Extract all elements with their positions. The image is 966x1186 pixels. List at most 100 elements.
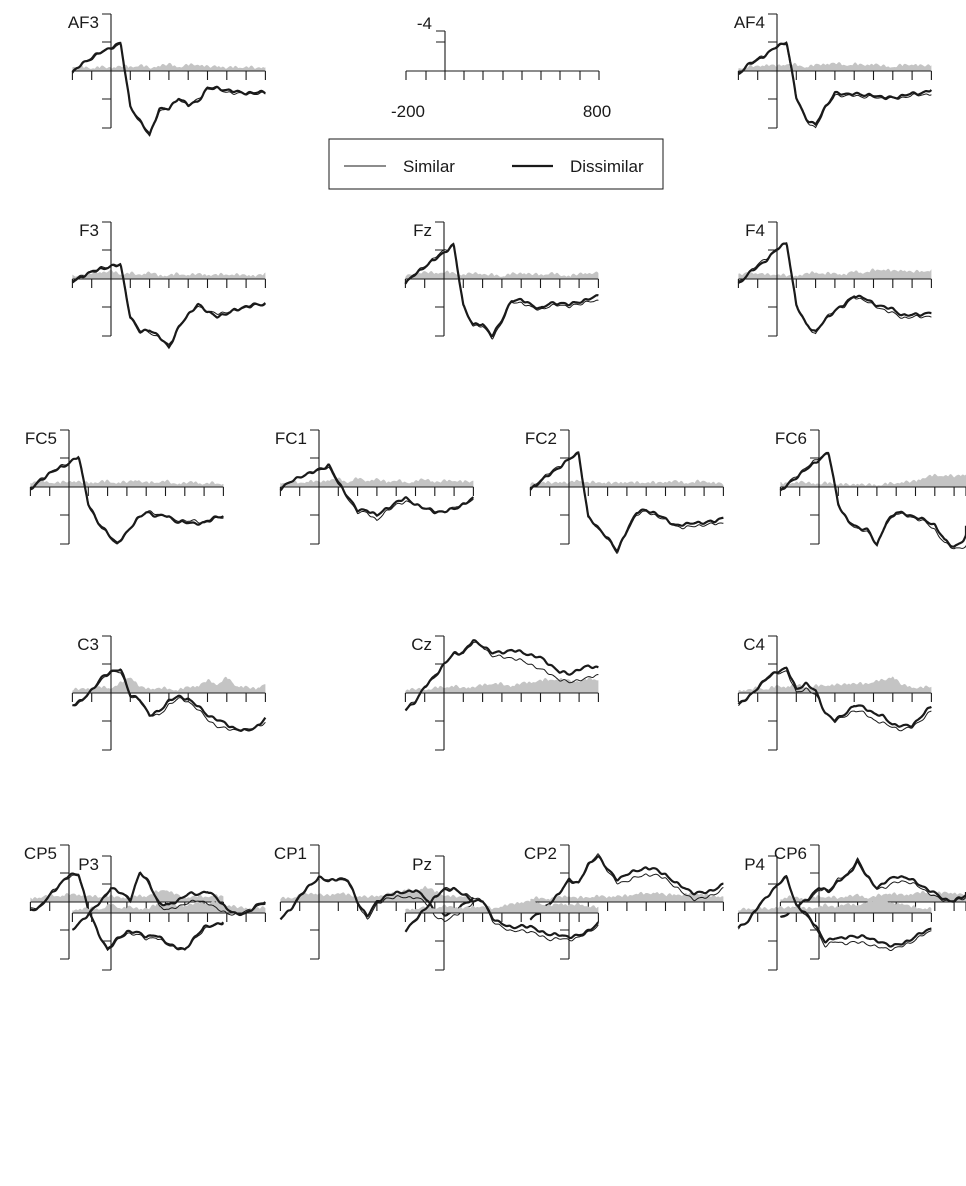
- legend-similar-label: Similar: [403, 157, 455, 176]
- electrode-label: AF4: [734, 13, 765, 32]
- electrode-label: CP2: [524, 844, 557, 863]
- dissimilar-line: [30, 872, 225, 951]
- similar-line: [72, 670, 266, 732]
- axes: [71, 855, 266, 971]
- axes: [71, 635, 266, 751]
- axes: [737, 855, 932, 971]
- scale-x-min-label: -200: [391, 102, 425, 121]
- axes: [529, 844, 724, 960]
- panel-cp6: CP6: [774, 844, 966, 960]
- difference-area: [405, 899, 599, 913]
- panel-c4: C4: [737, 635, 932, 751]
- axes: [71, 13, 266, 129]
- electrode-label: CP1: [274, 844, 307, 863]
- dissimilar-line: [30, 455, 224, 544]
- axes: [29, 429, 224, 545]
- difference-area: [405, 270, 599, 279]
- panel-p4: P4: [737, 855, 932, 971]
- electrode-label: FC2: [525, 429, 557, 448]
- panel-p3: P3: [71, 855, 267, 971]
- electrode-label: C3: [77, 635, 99, 654]
- electrode-label: C4: [743, 635, 765, 654]
- dissimilar-line: [529, 451, 724, 553]
- difference-area: [72, 62, 266, 71]
- axes: [737, 221, 932, 337]
- difference-area: [738, 268, 932, 279]
- dissimilar-line: [404, 639, 599, 712]
- electrode-label: P4: [744, 855, 765, 874]
- axes: [279, 429, 474, 545]
- difference-area: [72, 676, 266, 693]
- difference-area: [30, 479, 224, 487]
- panel-f3: F3: [71, 221, 266, 350]
- panel-fz: Fz: [404, 221, 599, 340]
- scale-x-max-label: 800: [583, 102, 611, 121]
- panel-fc2: FC2: [525, 429, 724, 554]
- dissimilar-line: [529, 854, 724, 921]
- difference-area: [405, 676, 599, 693]
- dissimilar-line: [779, 452, 966, 548]
- scale-key: -4 -200 800: [391, 14, 611, 121]
- dissimilar-line: [71, 263, 266, 350]
- electrode-label: FC5: [25, 429, 57, 448]
- dissimilar-line: [72, 668, 267, 732]
- electrode-label: F3: [79, 221, 99, 240]
- axes: [737, 635, 932, 751]
- axes: [71, 221, 266, 337]
- difference-area: [280, 477, 474, 487]
- dissimilar-line: [404, 242, 599, 338]
- difference-area: [72, 900, 266, 913]
- similar-line: [404, 244, 599, 340]
- electrode-label: P3: [78, 855, 99, 874]
- scale-x-axis: [405, 70, 600, 80]
- electrode-label: Cz: [411, 635, 432, 654]
- difference-area: [738, 62, 932, 71]
- dissimilar-line: [404, 887, 600, 940]
- axes: [737, 13, 932, 129]
- difference-area: [72, 269, 266, 279]
- electrode-label: F4: [745, 221, 765, 240]
- dissimilar-line: [71, 41, 266, 137]
- difference-area: [530, 479, 724, 487]
- axes: [29, 844, 224, 960]
- difference-area: [780, 473, 966, 487]
- dissimilar-line: [737, 666, 932, 728]
- dissimilar-line: [71, 871, 267, 931]
- dissimilar-line: [737, 874, 932, 948]
- axes: [779, 429, 966, 545]
- panel-cp5: CP5: [24, 844, 225, 960]
- axes: [404, 635, 599, 751]
- difference-area: [738, 676, 932, 693]
- electrode-label: AF3: [68, 13, 99, 32]
- electrode-label: FC1: [275, 429, 307, 448]
- scale-y-label: -4: [417, 14, 432, 33]
- difference-area: [738, 898, 932, 913]
- dissimilar-line: [737, 41, 933, 127]
- electrode-panels: AF3 AF4 F3 Fz F4 FC5 FC1 FC2 FC6 C3 Cz C4 CP5 CP1 CP2 C…: [24, 13, 966, 971]
- panel-cp2: CP2: [524, 844, 724, 960]
- panel-fc1: FC1: [275, 429, 475, 545]
- dissimilar-line: [279, 463, 475, 517]
- panel-fc6: FC6: [775, 429, 966, 550]
- panel-fc5: FC5: [25, 429, 224, 545]
- similar-line: [738, 43, 932, 129]
- axes: [404, 855, 599, 971]
- panel-af4: AF4: [734, 13, 933, 129]
- panel-f4: F4: [737, 221, 932, 337]
- panel-pz: Pz: [404, 855, 600, 971]
- legend-box: [328, 138, 664, 190]
- electrode-label: CP5: [24, 844, 57, 863]
- legend-dissimilar-label: Dissimilar: [570, 157, 644, 176]
- panel-c3: C3: [71, 635, 267, 751]
- electrode-label: CP6: [774, 844, 807, 863]
- difference-area: [780, 890, 966, 902]
- electrode-label: Pz: [412, 855, 432, 874]
- dissimilar-line: [780, 858, 966, 919]
- panel-af3: AF3: [68, 13, 266, 137]
- legend: Similar Dissimilar: [328, 138, 664, 190]
- difference-area: [530, 891, 724, 902]
- panel-cz: Cz: [404, 635, 599, 751]
- scale-y-axis: [436, 30, 446, 71]
- electrode-label: FC6: [775, 429, 807, 448]
